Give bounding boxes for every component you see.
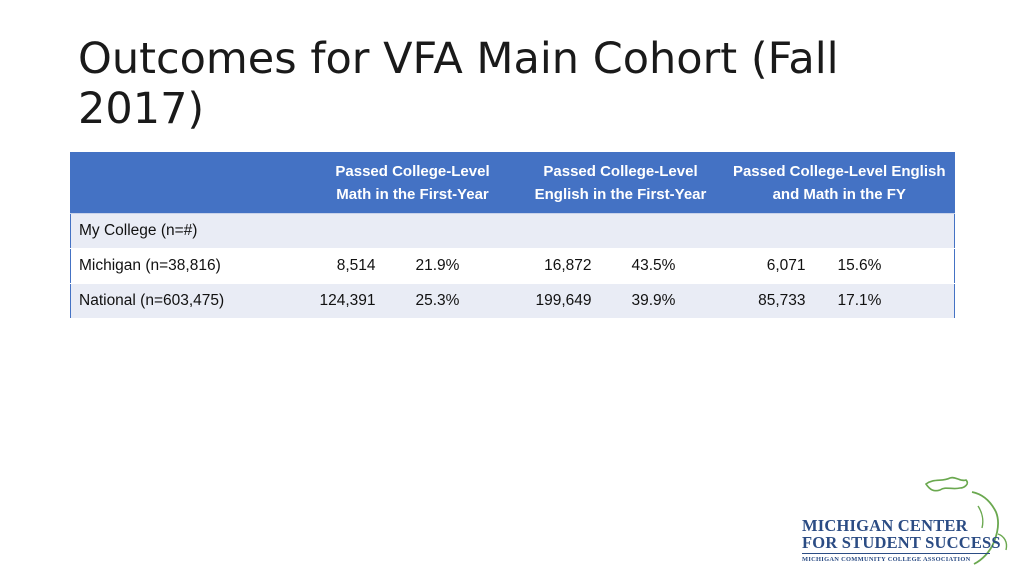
english-cell: 16,872 43.5% [516, 248, 725, 284]
header-english: Passed College-Level English in the Firs… [516, 152, 725, 214]
math-cell [308, 213, 517, 249]
both-percent: 17.1% [837, 292, 882, 309]
math-cell: 124,391 25.3% [308, 283, 517, 319]
logo-divider [802, 553, 990, 554]
row-label: Michigan (n=38,816) [70, 248, 309, 284]
math-cell: 8,514 21.9% [308, 248, 517, 284]
outcomes-table: Passed College-Level Math in the First-Y… [70, 152, 955, 319]
both-cell: 6,071 15.6% [724, 248, 955, 284]
math-percent: 25.3% [415, 292, 460, 309]
math-count: 124,391 [319, 292, 376, 309]
both-percent: 15.6% [837, 257, 882, 274]
logo-line-2: FOR STUDENT SUCCESS [802, 533, 1001, 552]
row-label: My College (n=#) [70, 213, 309, 249]
header-label-column [70, 152, 309, 214]
math-percent: 21.9% [415, 257, 460, 274]
english-count: 16,872 [544, 257, 592, 274]
english-cell [516, 213, 725, 249]
both-count: 6,071 [766, 257, 806, 274]
michigan-map-icon [924, 476, 1008, 565]
header-math: Passed College-Level Math in the First-Y… [308, 152, 517, 214]
michigan-center-logo: MICHIGAN CENTER FOR STUDENT SUCCESS MICH… [798, 472, 1020, 572]
english-count: 199,649 [535, 292, 592, 309]
table-row-michigan: Michigan (n=38,816) 8,514 21.9% 16,872 43.… [70, 248, 955, 284]
english-percent: 43.5% [631, 257, 676, 274]
english-cell: 199,649 39.9% [516, 283, 725, 319]
both-count: 85,733 [758, 292, 806, 309]
math-count: 8,514 [336, 257, 376, 274]
table-header-row: Passed College-Level Math in the First-Y… [70, 152, 955, 214]
table-row-national: National (n=603,475) 124,391 25.3% 199,64… [70, 283, 955, 319]
both-cell [724, 213, 955, 249]
row-label: National (n=603,475) [70, 283, 309, 319]
both-cell: 85,733 17.1% [724, 283, 955, 319]
header-english-and-math: Passed College-Level English and Math in… [724, 152, 955, 214]
slide-title: Outcomes for VFA Main Cohort (Fall 2017) [78, 34, 839, 134]
table-row-my-college: My College (n=#) [70, 213, 955, 249]
english-percent: 39.9% [631, 292, 676, 309]
logo-line-3: MICHIGAN COMMUNITY COLLEGE ASSOCIATION [802, 556, 971, 563]
logo-line-1: MICHIGAN CENTER [802, 516, 968, 535]
